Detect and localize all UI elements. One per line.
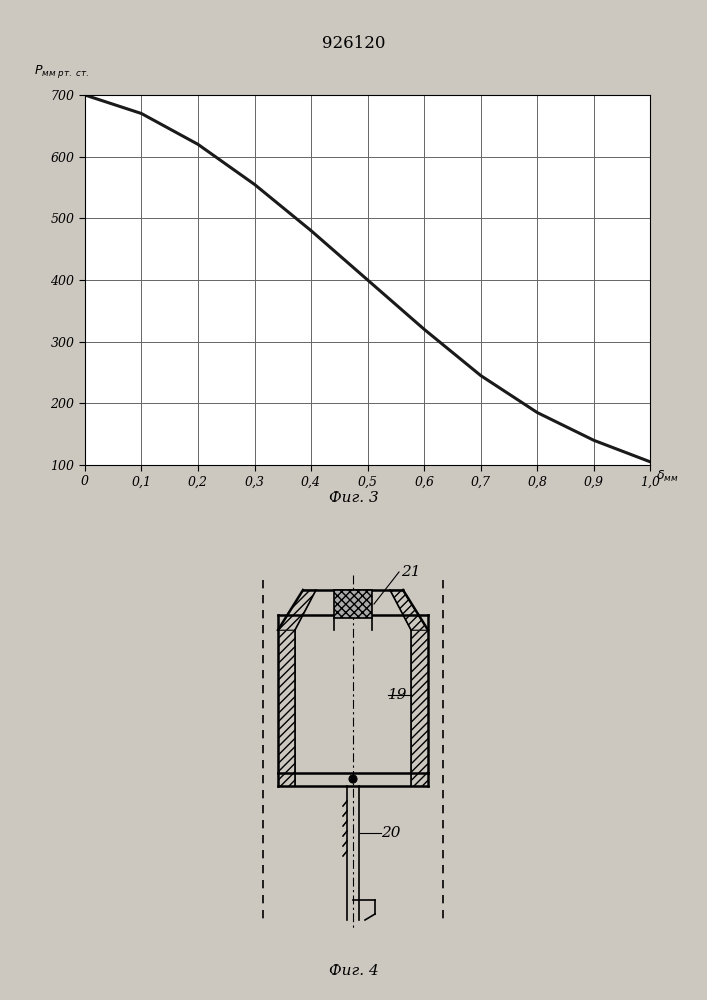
Text: $P_{мм\ рт.\ ст.}$: $P_{мм\ рт.\ ст.}$ <box>34 63 89 80</box>
Bar <box>411 630 428 773</box>
Text: $\delta_{мм}$: $\delta_{мм}$ <box>656 469 679 484</box>
Text: 19: 19 <box>388 688 407 702</box>
Circle shape <box>349 775 357 783</box>
Text: 926120: 926120 <box>322 35 385 52</box>
Text: Фиг. 3: Фиг. 3 <box>329 491 378 505</box>
Bar <box>278 630 295 773</box>
Bar <box>411 773 428 786</box>
Text: Фиг. 4: Фиг. 4 <box>329 964 378 978</box>
Bar <box>278 773 295 786</box>
Text: 21: 21 <box>401 565 421 579</box>
Text: 20: 20 <box>381 826 400 840</box>
Bar <box>334 590 372 618</box>
